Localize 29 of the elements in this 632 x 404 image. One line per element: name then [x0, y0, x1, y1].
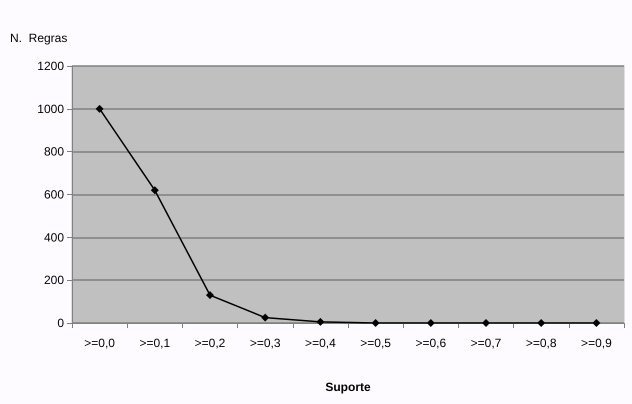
- y-axis-title: N. Regras: [10, 31, 68, 45]
- point: [537, 319, 546, 327]
- point: [206, 291, 214, 300]
- x-tick-label: >=0,5: [360, 336, 392, 350]
- point: [150, 186, 159, 194]
- y-tick-label: 1200: [37, 59, 64, 73]
- y-tick-label: 800: [44, 144, 64, 159]
- y-tick-label: 200: [44, 273, 64, 288]
- y-tick-label: 1000: [37, 102, 64, 116]
- point: [426, 319, 435, 327]
- x-axis-title: Suporte: [325, 380, 371, 394]
- x-tick-label: >=0,0: [84, 336, 116, 350]
- y-tick-label: 0: [57, 316, 64, 330]
- point: [96, 104, 104, 113]
- x-tick-label: >=0,3: [250, 336, 281, 350]
- point: [482, 319, 490, 327]
- x-tick-label: >=0,4: [305, 336, 336, 350]
- x-tick-label: >=0,6: [415, 336, 446, 350]
- x-tick-label: >=0,8: [526, 336, 557, 350]
- point: [592, 319, 600, 327]
- x-tick-label: >=0,7: [470, 336, 502, 350]
- point: [261, 314, 270, 322]
- y-tick-label: 600: [44, 188, 64, 202]
- x-tick-label: >=0,2: [194, 336, 226, 350]
- x-tick-label: >=0,9: [581, 336, 612, 350]
- x-tick-label: >=0,1: [139, 336, 170, 350]
- point: [372, 319, 380, 327]
- point: [316, 318, 324, 326]
- y-tick-label: 400: [44, 230, 64, 244]
